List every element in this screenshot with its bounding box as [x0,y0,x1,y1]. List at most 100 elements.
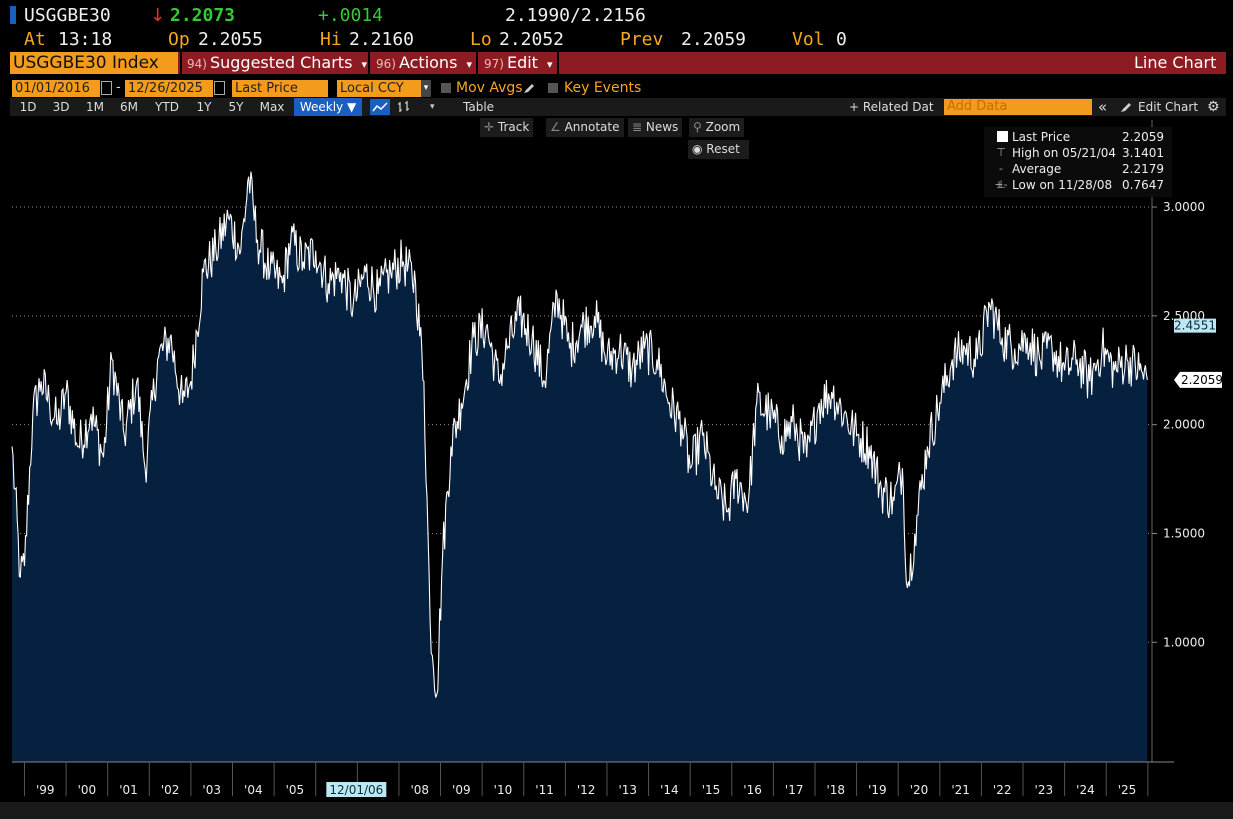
range-6m-button[interactable]: 6M [120,100,138,114]
mov-avgs-label[interactable]: Mov Avgs [456,80,523,96]
high-value: 2.2160 [349,29,415,50]
x-tick-label: '09 [452,783,471,797]
news-icon: ≣ [632,120,646,134]
high-label: Hi [320,29,342,50]
annotate-button[interactable]: ∠ Annotate [546,118,624,137]
menu-divider [557,52,559,74]
y-tick-label: 1.0000 [1163,635,1205,649]
high-marker-icon: ⊤ [996,146,1006,159]
volume-value: 0 [836,29,847,50]
chart-type-title: Line Chart [1134,53,1217,72]
table-button[interactable]: Table [463,100,495,114]
axis-marker-box [1174,318,1216,333]
field-select[interactable]: Last Price [232,80,328,97]
range-1m-button[interactable]: 1M [86,100,104,114]
range-ytd-button[interactable]: YTD [155,100,179,114]
x-tick-label: '17 [785,783,804,797]
legend-average-label: Average [1012,162,1062,176]
actions-menu[interactable]: 96) Actions ▾ [376,52,472,74]
chevron-down-icon[interactable]: ▾ [430,102,435,112]
menu-bar [10,52,1226,74]
collapse-icon[interactable]: « [1098,98,1108,116]
x-tick-label: '14 [660,783,679,797]
x-tick-label: '16 [743,783,762,797]
calendar-icon[interactable] [101,81,112,95]
ticker-marker [10,6,16,24]
x-tick-label: '00 [78,783,97,797]
last-price-marker-label: 2.2059 [1181,373,1223,387]
range-5y-button[interactable]: 5Y [228,100,244,114]
related-data-button[interactable]: + Related Dat [849,100,934,114]
x-tick-label: '20 [910,783,929,797]
pencil-icon[interactable] [1120,101,1132,113]
menu-divider [180,52,182,74]
edit-chart-button[interactable]: Edit Chart [1138,100,1199,114]
annotate-icon: ∠ [550,120,565,134]
legend-low-value: 0.7647 [1122,178,1164,192]
range-max-button[interactable]: Max [259,100,285,114]
x-tick-label: '22 [993,783,1012,797]
frequency-select[interactable]: Weekly ▼ [294,98,362,116]
gear-icon[interactable]: ⚙ [1207,99,1220,115]
x-tick-label: '05 [286,783,305,797]
zoom-button[interactable]: ⚲ Zoom [689,118,745,137]
key-events-checkbox[interactable] [548,83,558,93]
x-tick-label: '23 [1035,783,1054,797]
range-1d-button[interactable]: 1D [19,100,37,114]
chart-legend: ⊟ Last Price 2.2059 ⊤ High on 05/21/04 3… [984,127,1172,197]
low-value: 2.2052 [499,29,565,50]
legend-last-label: Last Price [1012,130,1071,144]
suggested-charts-menu[interactable]: 94) Suggested Charts ▾ [187,52,367,74]
track-label: Track [497,120,530,134]
x-tick-label: '18 [827,783,846,797]
end-date-input[interactable]: 12/26/2025 [125,80,213,97]
range-3d-button[interactable]: 3D [52,100,70,114]
x-tick-label: '10 [494,783,513,797]
currency-select[interactable]: Local CCY [337,80,421,97]
quote-time: 13:18 [58,29,113,50]
ticker-symbol[interactable]: USGGBE30 [24,5,111,26]
date-range-dash: - [116,80,121,95]
time-label: At [24,29,46,50]
prev-value: 2.2059 [681,29,747,50]
menu-divider [476,52,478,74]
reset-button[interactable]: ◉ Reset [688,140,749,159]
x-tick-label: '15 [702,783,721,797]
edit-number: 97) [484,57,504,71]
mov-avgs-checkbox[interactable] [441,83,451,93]
news-button[interactable]: ≣ News [628,118,683,137]
key-events-label[interactable]: Key Events [564,80,642,96]
calendar-icon[interactable] [214,81,225,95]
actions-label: Actions [398,53,458,72]
y-tick-label: 2.0000 [1163,418,1205,432]
x-tick-label: '19 [868,783,887,797]
news-label: News [645,120,679,134]
track-button[interactable]: ✛ Track [480,118,534,137]
legend-high-label: High on 05/21/04 [1012,146,1117,160]
edit-menu[interactable]: 97) Edit ▾ [484,52,553,74]
range-1y-button[interactable]: 1Y [196,100,212,114]
x-tick-label: '12 [577,783,596,797]
x-tick-label: '02 [161,783,180,797]
edit-label: Edit [506,53,538,72]
zoom-icon: ⚲ [693,120,706,134]
series-line [11,171,1148,698]
status-bar [0,802,1233,819]
actions-number: 96) [376,57,396,71]
low-marker-icon: ⊥ [996,178,1006,191]
bar-chart-icon[interactable] [394,99,414,115]
down-arrow-icon: ↓ [150,5,166,26]
start-date-input[interactable]: 01/01/2016 [12,80,100,97]
chevron-down-icon[interactable]: ▾ [421,80,431,97]
security-field[interactable]: USGGBE30 Index [10,52,178,74]
cursor-date-label: 12/01/06 [329,783,383,797]
pencil-icon[interactable] [523,82,535,94]
chevron-down-icon: ▾ [547,58,553,71]
x-tick-label: '21 [951,783,970,797]
zoom-label: Zoom [705,120,741,134]
add-data-input[interactable]: Add Data [944,99,1092,115]
x-tick-label: '24 [1076,783,1095,797]
line-chart-icon[interactable] [370,99,390,115]
